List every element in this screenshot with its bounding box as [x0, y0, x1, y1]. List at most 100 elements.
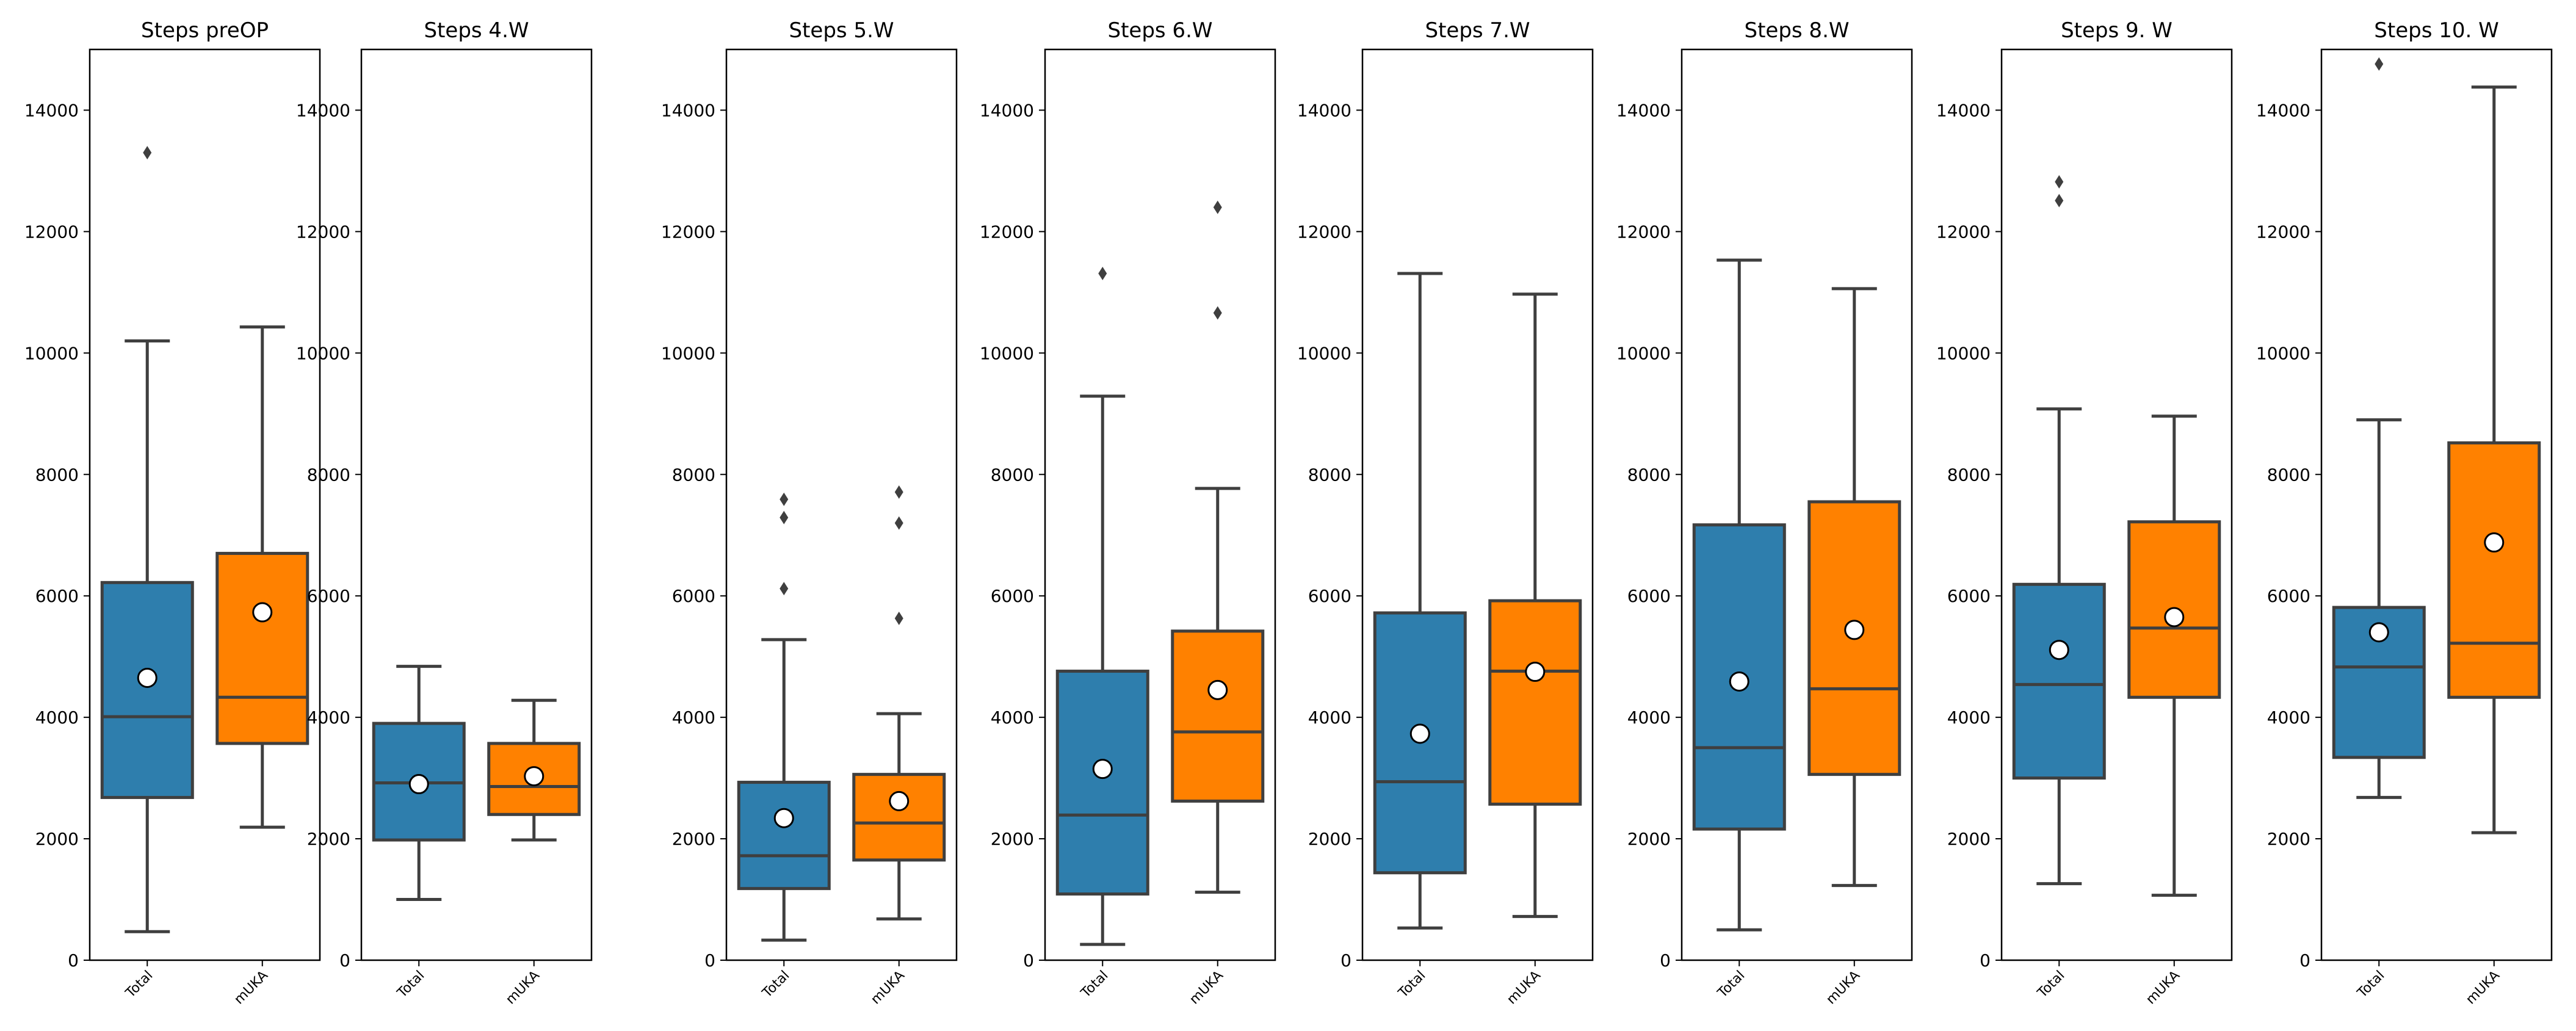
- box-total: [1055, 267, 1149, 946]
- axes-frame: [2000, 48, 2233, 961]
- mean-marker: [2164, 607, 2185, 628]
- mean-marker: [252, 602, 273, 623]
- y-tick-label: 12000: [296, 222, 350, 242]
- y-tick-label: 12000: [980, 222, 1034, 242]
- y-tick-label: 8000: [672, 465, 715, 485]
- y-tick-label: 10000: [980, 343, 1034, 363]
- y-tick-label: 2000: [991, 829, 1034, 849]
- outlier-point: [894, 485, 903, 499]
- y-tick-label: 12000: [2256, 222, 2310, 242]
- panel-1: Steps preOP 0 2000 4000 6000 8000 10000 12000 14…: [24, 18, 321, 1007]
- mean-marker: [889, 790, 910, 811]
- y-tick-label: 6000: [991, 586, 1034, 606]
- panel-8: Steps 10. W 0 2000 4000 6000 8000 10000 12000 14…: [2256, 18, 2553, 1007]
- outlier-point: [1213, 306, 1222, 320]
- axes-frame: [360, 48, 593, 961]
- iqr-box: [100, 581, 194, 799]
- y-tick-label: 10000: [1616, 343, 1671, 363]
- y-tick-label: 8000: [991, 465, 1034, 485]
- axes-frame: [2320, 48, 2553, 961]
- mean-marker: [1092, 759, 1113, 780]
- outlier-point: [2055, 194, 2064, 208]
- box-total: [737, 493, 831, 942]
- panel-title: Steps 4.W: [424, 18, 529, 43]
- y-tick-label: 12000: [1616, 222, 1671, 242]
- box-muka: [852, 485, 946, 921]
- axes-frame: [1361, 48, 1594, 961]
- outlier-point: [780, 510, 789, 524]
- y-tick-label: 0: [1340, 950, 1351, 971]
- outlier-point: [894, 612, 903, 626]
- y-tick-label: 4000: [1627, 707, 1671, 728]
- y-tick-label: 10000: [296, 343, 350, 363]
- mean-marker: [1207, 679, 1228, 700]
- y-tick-label: 0: [1660, 950, 1671, 971]
- y-tick-label: 12000: [24, 222, 79, 242]
- iqr-box: [2012, 582, 2106, 780]
- box-total: [2332, 57, 2426, 799]
- y-tick-label: 2000: [1308, 829, 1351, 849]
- y-tick-label: 4000: [672, 707, 715, 728]
- box-muka: [487, 698, 581, 842]
- axes-frame: [1044, 48, 1276, 961]
- y-tick-label: 10000: [1936, 343, 1991, 363]
- y-tick-label: 2000: [35, 829, 79, 849]
- panel-title: Steps 5.W: [789, 18, 894, 43]
- mean-marker: [1525, 662, 1546, 682]
- iqr-box: [1488, 599, 1582, 806]
- panel-6: Steps 8.W 0 2000 4000 6000 8000 10000 12000 1400…: [1616, 18, 1913, 1007]
- outlier-point: [1213, 200, 1222, 214]
- panel-title: Steps 9. W: [2061, 18, 2173, 43]
- mean-marker: [773, 808, 794, 828]
- y-tick-label: 12000: [1936, 222, 1991, 242]
- axes-frame: [725, 48, 958, 961]
- y-tick-label: 14000: [24, 100, 79, 120]
- y-tick-label: 10000: [24, 343, 79, 363]
- y-tick-label: 14000: [661, 100, 715, 120]
- y-tick-label: 4000: [2267, 707, 2310, 728]
- y-tick-label: 8000: [307, 465, 350, 485]
- mean-marker: [408, 774, 429, 795]
- y-tick-label: 4000: [991, 707, 1034, 728]
- y-tick-label: 8000: [1627, 465, 1671, 485]
- y-tick-label: 0: [68, 950, 79, 971]
- panel-title: Steps preOP: [141, 18, 269, 43]
- y-tick-label: 0: [339, 950, 350, 971]
- box-total: [1692, 258, 1786, 932]
- mean-marker: [1729, 671, 1749, 692]
- iqr-box: [1171, 629, 1265, 803]
- y-tick-label: 2000: [672, 829, 715, 849]
- mean-marker: [1409, 723, 1430, 744]
- y-tick-label: 8000: [35, 465, 79, 485]
- box-muka: [2127, 414, 2221, 897]
- box-muka: [215, 325, 309, 829]
- y-tick-label: 14000: [2256, 100, 2310, 120]
- y-tick-label: 14000: [1297, 100, 1351, 120]
- outlier-point: [780, 493, 789, 507]
- mean-marker: [524, 766, 545, 787]
- y-tick-label: 6000: [307, 586, 350, 606]
- y-tick-label: 0: [2299, 950, 2310, 971]
- mean-marker: [1844, 620, 1865, 640]
- iqr-box: [1055, 670, 1149, 896]
- y-tick-label: 2000: [1947, 829, 1991, 849]
- outlier-point: [894, 516, 903, 530]
- y-tick-label: 2000: [307, 829, 350, 849]
- y-tick-label: 4000: [1947, 707, 1991, 728]
- outlier-point: [780, 582, 789, 596]
- y-tick-label: 0: [1980, 950, 1991, 971]
- y-tick-label: 4000: [307, 707, 350, 728]
- panel-title: Steps 8.W: [1745, 18, 1850, 43]
- y-tick-label: 2000: [2267, 829, 2310, 849]
- mean-marker: [2049, 640, 2069, 660]
- mean-marker: [137, 667, 157, 688]
- y-tick-label: 4000: [35, 707, 79, 728]
- panel-title: Steps 6.W: [1108, 18, 1213, 43]
- box-total: [372, 665, 466, 902]
- box-total: [2012, 175, 2106, 886]
- y-tick-label: 6000: [2267, 586, 2310, 606]
- box-muka: [1488, 292, 1582, 918]
- iqr-box: [2447, 441, 2541, 699]
